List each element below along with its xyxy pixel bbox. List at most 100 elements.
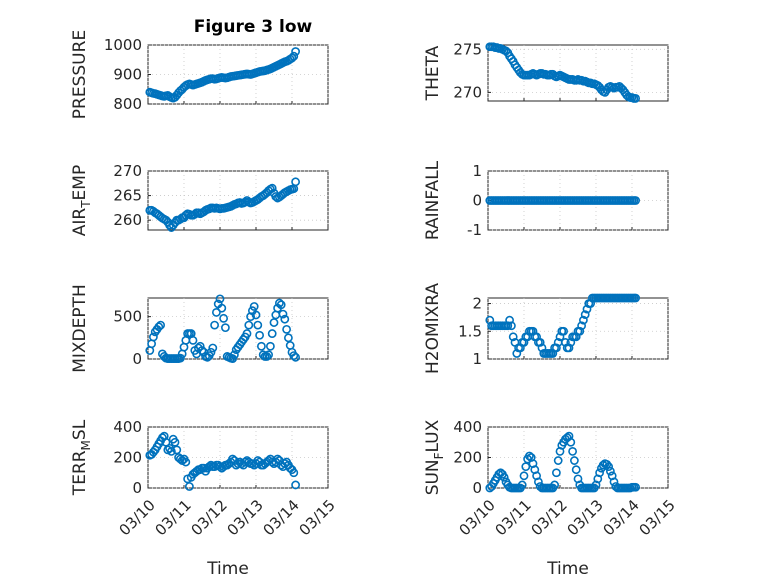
data-point [175, 353, 185, 363]
data-point [170, 437, 180, 447]
data-point [559, 326, 568, 336]
y-tick-label: 0 [472, 192, 482, 210]
data-point [517, 480, 527, 490]
data-point [289, 351, 299, 361]
x-tick-label: 03/12 [187, 496, 230, 539]
y-axis-label: H2OMIXRA [423, 283, 443, 374]
x-tick-label: 03/11 [151, 496, 194, 539]
data-point [568, 446, 577, 456]
data-point [172, 445, 182, 455]
data-point [525, 451, 534, 461]
data-point [256, 341, 266, 351]
data-point [553, 456, 563, 465]
y-tick-label: 1.5 [458, 322, 482, 340]
data-point [282, 324, 291, 334]
x-tick-label: 03/15 [635, 496, 678, 539]
data-point [253, 320, 263, 330]
data-point [564, 343, 574, 353]
data-point [503, 321, 513, 331]
y-tick-label: 400 [113, 418, 142, 436]
data-point [283, 333, 293, 343]
data-point [251, 310, 261, 320]
panel-rainfall: -1 0 1 RAINFALL [423, 160, 669, 240]
y-axis-label: RAINFALL [423, 160, 443, 240]
data-point [278, 309, 288, 319]
panel-theta: 270 275 THETA [423, 40, 669, 103]
data-point [242, 329, 252, 338]
data-point [211, 308, 221, 317]
data-point [606, 466, 615, 476]
data-point [604, 462, 613, 472]
y-tick-label: 200 [113, 449, 142, 467]
x-tick-label: 03/13 [563, 496, 606, 539]
data-point [267, 329, 277, 338]
data-point [631, 196, 640, 205]
x-tick-label: 03/15 [295, 496, 338, 539]
data-point [184, 482, 194, 491]
panel-airtemp: 260 265 270 AIRTEMP [70, 162, 329, 236]
y-tick-label: 800 [113, 95, 142, 113]
y-tick-label: 1 [472, 350, 482, 368]
panel-h2omixra: 1 1.5 2 H2OMIXRA [423, 283, 669, 374]
data-point [188, 335, 198, 345]
data-point [602, 459, 612, 469]
data-point [289, 51, 299, 61]
data-point [246, 312, 255, 322]
x-tick-label: 03/10 [455, 496, 498, 539]
data-point [580, 310, 590, 320]
y-tick-label: 265 [113, 187, 142, 205]
y-tick-label: 900 [113, 66, 142, 84]
data-point [289, 468, 299, 478]
data-point [598, 460, 608, 470]
panel-mixdepth: 0 500 MIXDEPTH [70, 284, 329, 373]
y-tick-label: 0 [472, 479, 482, 497]
y-axis-label: MIXDEPTH [70, 284, 90, 373]
data-point [291, 177, 300, 187]
y-tick-label: 200 [453, 449, 482, 467]
y-axis-label: THETA [423, 45, 443, 101]
data-point [154, 322, 164, 332]
axes-frame [487, 426, 669, 489]
data-point [577, 321, 586, 331]
figure-title: Figure 3 low [194, 17, 313, 37]
x-tick-label: 03/11 [491, 496, 534, 539]
data-point [499, 472, 509, 482]
data-point [552, 343, 561, 353]
y-axis-label: TERRMSL [70, 419, 93, 496]
y-tick-label: 2 [472, 295, 482, 313]
y-tick-label: 400 [453, 418, 482, 436]
data-point [249, 302, 259, 311]
data-point [506, 321, 516, 331]
x-tick-label: 03/14 [259, 496, 302, 539]
data-point [579, 315, 588, 325]
data-point [276, 300, 286, 310]
data-point [265, 341, 275, 351]
y-tick-label: 270 [453, 83, 482, 101]
panel-pressure: 800 900 1000 PRESSURE [70, 30, 329, 119]
y-axis-label: AIRTEMP [70, 165, 93, 236]
data-point [631, 94, 640, 103]
data-point [181, 457, 191, 467]
data-point [219, 313, 228, 323]
data-point [280, 314, 290, 324]
data-point [291, 47, 300, 56]
data-point [552, 468, 561, 478]
data-point [264, 350, 273, 360]
y-tick-label: 0 [132, 479, 142, 497]
y-tick-label: 0 [132, 350, 142, 368]
data-point [519, 471, 529, 481]
x-tick-label: 03/14 [599, 496, 642, 539]
y-tick-label: 260 [113, 211, 142, 229]
x-tick-label: 03/10 [115, 496, 158, 539]
y-tick-label: 275 [453, 40, 482, 58]
data-point [521, 462, 531, 472]
y-axis-label: SUNFLUX [423, 419, 446, 495]
x-axis-label: Time [546, 559, 589, 579]
data-point [508, 332, 518, 342]
data-point [166, 446, 176, 456]
data-point [550, 480, 559, 490]
data-point [269, 318, 279, 327]
data-point [267, 183, 277, 193]
